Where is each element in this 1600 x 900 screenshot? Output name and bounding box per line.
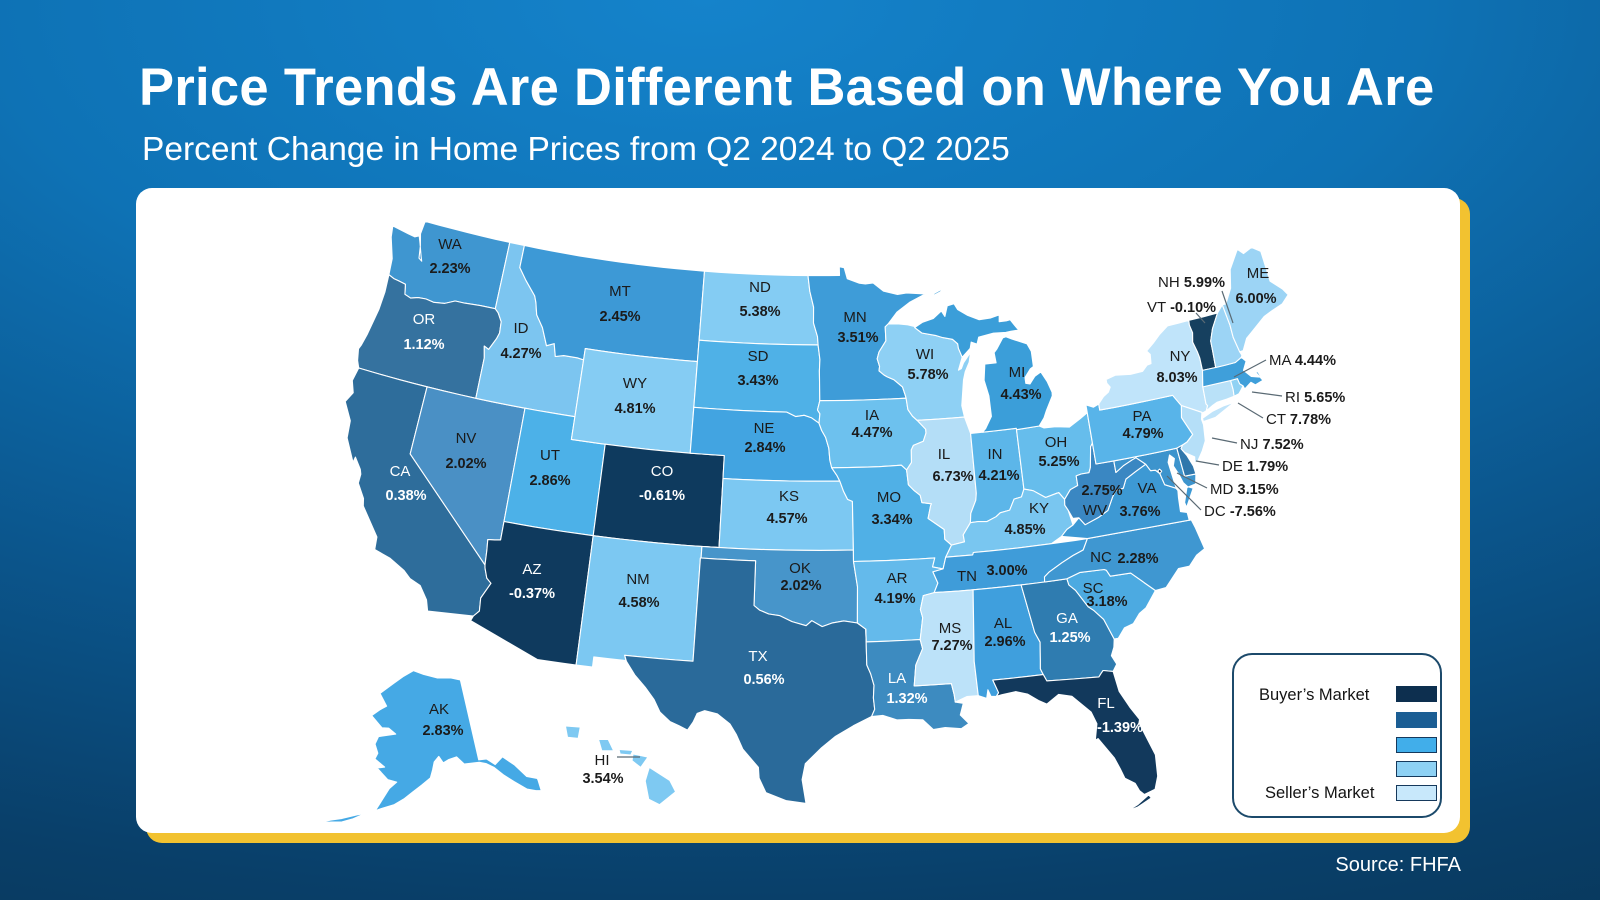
- svg-text:1.32%: 1.32%: [886, 691, 927, 707]
- svg-text:MN: MN: [843, 309, 866, 326]
- svg-text:MS: MS: [939, 620, 962, 637]
- svg-text:2.45%: 2.45%: [599, 309, 640, 325]
- svg-text:2.28%: 2.28%: [1117, 551, 1158, 567]
- svg-text:WI: WI: [916, 346, 934, 363]
- svg-text:2.96%: 2.96%: [984, 634, 1025, 650]
- svg-text:NC: NC: [1090, 549, 1112, 566]
- svg-text:DE 1.79%: DE 1.79%: [1222, 458, 1288, 475]
- svg-text:5.38%: 5.38%: [739, 304, 780, 320]
- svg-text:1.25%: 1.25%: [1049, 630, 1090, 646]
- svg-text:MO: MO: [877, 489, 901, 506]
- svg-text:SC: SC: [1083, 580, 1104, 597]
- svg-text:OH: OH: [1045, 434, 1068, 451]
- svg-text:3.51%: 3.51%: [837, 330, 878, 346]
- svg-text:3.43%: 3.43%: [737, 373, 778, 389]
- svg-text:TX: TX: [748, 648, 767, 665]
- svg-text:AL: AL: [994, 615, 1012, 632]
- svg-text:4.79%: 4.79%: [1122, 426, 1163, 442]
- svg-text:SD: SD: [748, 348, 769, 365]
- svg-text:2.02%: 2.02%: [445, 456, 486, 472]
- svg-text:IL: IL: [938, 446, 951, 463]
- svg-text:WV: WV: [1083, 502, 1107, 519]
- svg-text:NY: NY: [1170, 348, 1191, 365]
- svg-text:2.86%: 2.86%: [529, 473, 570, 489]
- svg-text:AZ: AZ: [522, 561, 541, 578]
- svg-text:2.23%: 2.23%: [429, 261, 470, 277]
- svg-text:3.54%: 3.54%: [582, 771, 623, 787]
- svg-text:5.78%: 5.78%: [907, 367, 948, 383]
- svg-text:AK: AK: [429, 701, 449, 718]
- svg-text:4.21%: 4.21%: [978, 468, 1019, 484]
- svg-text:MD 3.15%: MD 3.15%: [1210, 481, 1279, 498]
- svg-text:3.00%: 3.00%: [986, 563, 1027, 579]
- svg-text:4.81%: 4.81%: [614, 401, 655, 417]
- svg-text:-0.37%: -0.37%: [509, 586, 555, 602]
- svg-text:0.38%: 0.38%: [385, 488, 426, 504]
- svg-text:4.47%: 4.47%: [851, 425, 892, 441]
- svg-text:GA: GA: [1056, 610, 1078, 627]
- svg-text:4.19%: 4.19%: [874, 591, 915, 607]
- svg-text:WY: WY: [623, 375, 647, 392]
- svg-text:VT -0.10%: VT -0.10%: [1147, 299, 1216, 316]
- svg-text:6.73%: 6.73%: [932, 469, 973, 485]
- svg-text:CA: CA: [390, 463, 411, 480]
- svg-text:3.76%: 3.76%: [1119, 504, 1160, 520]
- svg-text:4.43%: 4.43%: [1000, 387, 1041, 403]
- svg-text:0.56%: 0.56%: [743, 672, 784, 688]
- svg-text:-1.39%: -1.39%: [1097, 720, 1143, 736]
- svg-text:KS: KS: [779, 488, 799, 505]
- svg-text:5.25%: 5.25%: [1038, 454, 1079, 470]
- svg-text:2.02%: 2.02%: [780, 578, 821, 594]
- svg-text:NV: NV: [456, 430, 477, 447]
- svg-text:3.18%: 3.18%: [1086, 594, 1127, 610]
- svg-text:FL: FL: [1097, 695, 1115, 712]
- svg-text:DC -7.56%: DC -7.56%: [1204, 503, 1276, 520]
- svg-text:MI: MI: [1009, 364, 1026, 381]
- svg-text:AR: AR: [887, 570, 908, 587]
- svg-text:4.57%: 4.57%: [766, 511, 807, 527]
- svg-text:CO: CO: [651, 463, 674, 480]
- svg-text:CT 7.78%: CT 7.78%: [1266, 411, 1331, 428]
- svg-text:IA: IA: [865, 407, 879, 424]
- svg-text:2.83%: 2.83%: [422, 723, 463, 739]
- svg-text:VA: VA: [1138, 480, 1157, 497]
- svg-text:NE: NE: [754, 420, 775, 437]
- svg-text:OR: OR: [413, 311, 436, 328]
- svg-text:ID: ID: [514, 320, 529, 337]
- svg-text:4.58%: 4.58%: [618, 595, 659, 611]
- svg-text:OK: OK: [789, 560, 811, 577]
- svg-text:4.85%: 4.85%: [1004, 522, 1045, 538]
- svg-text:MA 4.44%: MA 4.44%: [1269, 352, 1336, 369]
- svg-text:RI 5.65%: RI 5.65%: [1285, 389, 1345, 406]
- svg-text:ND: ND: [749, 279, 771, 296]
- svg-text:MT: MT: [609, 283, 631, 300]
- svg-text:6.00%: 6.00%: [1235, 291, 1276, 307]
- svg-text:4.27%: 4.27%: [500, 346, 541, 362]
- svg-text:IN: IN: [988, 446, 1003, 463]
- svg-text:WA: WA: [438, 236, 462, 253]
- svg-text:LA: LA: [888, 670, 906, 687]
- svg-text:7.27%: 7.27%: [931, 638, 972, 654]
- svg-text:NM: NM: [626, 571, 649, 588]
- svg-text:UT: UT: [540, 447, 560, 464]
- svg-text:8.03%: 8.03%: [1156, 370, 1197, 386]
- svg-text:NH 5.99%: NH 5.99%: [1158, 274, 1225, 291]
- svg-text:TN: TN: [957, 568, 977, 585]
- svg-text:NJ 7.52%: NJ 7.52%: [1240, 436, 1304, 453]
- svg-text:KY: KY: [1029, 500, 1049, 517]
- svg-text:PA: PA: [1133, 408, 1152, 425]
- svg-text:-0.61%: -0.61%: [639, 488, 685, 504]
- svg-text:1.12%: 1.12%: [403, 337, 444, 353]
- svg-text:ME: ME: [1247, 265, 1270, 282]
- svg-text:2.84%: 2.84%: [744, 440, 785, 456]
- svg-text:3.34%: 3.34%: [871, 512, 912, 528]
- svg-text:2.75%: 2.75%: [1081, 483, 1122, 499]
- svg-text:HI: HI: [595, 752, 610, 769]
